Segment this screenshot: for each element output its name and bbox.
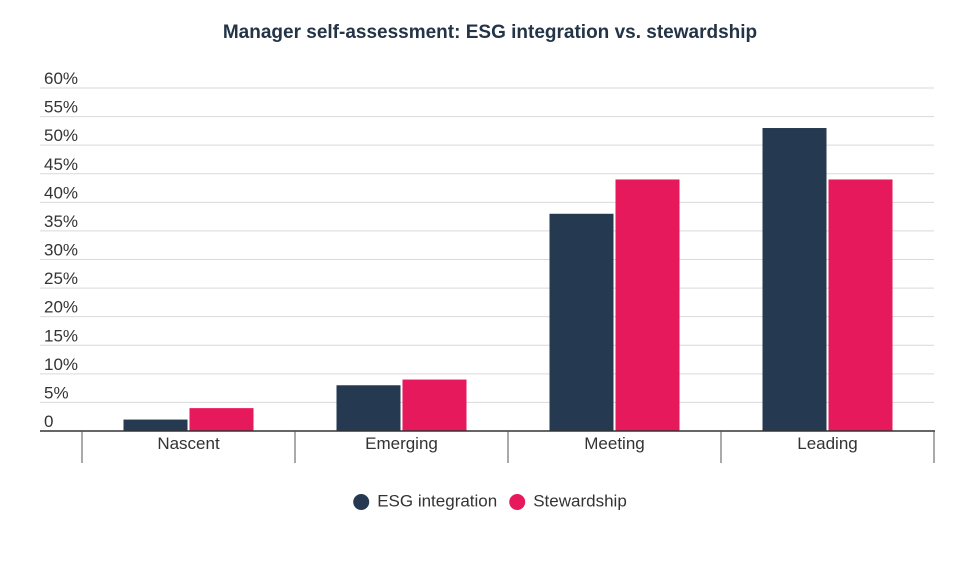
y-tick-label: 35% xyxy=(44,212,78,231)
y-tick-label: 20% xyxy=(44,298,78,317)
y-tick-label: 40% xyxy=(44,183,78,202)
y-tick-label: 30% xyxy=(44,241,78,260)
x-tick-label: Meeting xyxy=(584,434,644,453)
y-axis: 0 5% 10% 15% 20% 25% 30% 35% 40% 45% 50% 55% 60% xyxy=(44,69,78,431)
y-tick-label: 45% xyxy=(44,155,78,174)
y-tick-label: 0 xyxy=(44,412,53,431)
y-tick-label: 25% xyxy=(44,269,78,288)
y-tick-label: 15% xyxy=(44,326,78,345)
x-tick-label: Emerging xyxy=(365,434,438,453)
bar-stewardship-leading xyxy=(828,179,893,431)
x-axis: Nascent Emerging Meeting Leading xyxy=(40,430,935,463)
bar-stewardship-meeting xyxy=(615,179,680,431)
x-tick-label: Leading xyxy=(797,434,858,453)
legend-label: ESG integration xyxy=(377,491,497,510)
y-tick-label: 10% xyxy=(44,355,78,374)
y-tick-label: 50% xyxy=(44,126,78,145)
y-tick-label: 5% xyxy=(44,383,69,402)
bar-esg-integration-meeting xyxy=(549,213,614,431)
legend: ESG integration Stewardship xyxy=(353,491,627,510)
bar-esg-integration-leading xyxy=(762,128,827,431)
bar-esg-integration-nascent xyxy=(123,419,188,431)
bar-esg-integration-emerging xyxy=(336,385,401,431)
y-tick-label: 60% xyxy=(44,69,78,88)
bars xyxy=(123,128,893,431)
bar-stewardship-emerging xyxy=(402,379,467,431)
x-tick-label: Nascent xyxy=(157,434,220,453)
bar-stewardship-nascent xyxy=(189,408,254,431)
chart-title: Manager self-assessment: ESG integration… xyxy=(223,22,757,43)
legend-swatch-esg-integration xyxy=(353,494,370,510)
legend-label: Stewardship xyxy=(533,491,627,510)
legend-swatch-stewardship xyxy=(509,494,526,510)
y-tick-label: 55% xyxy=(44,98,78,117)
